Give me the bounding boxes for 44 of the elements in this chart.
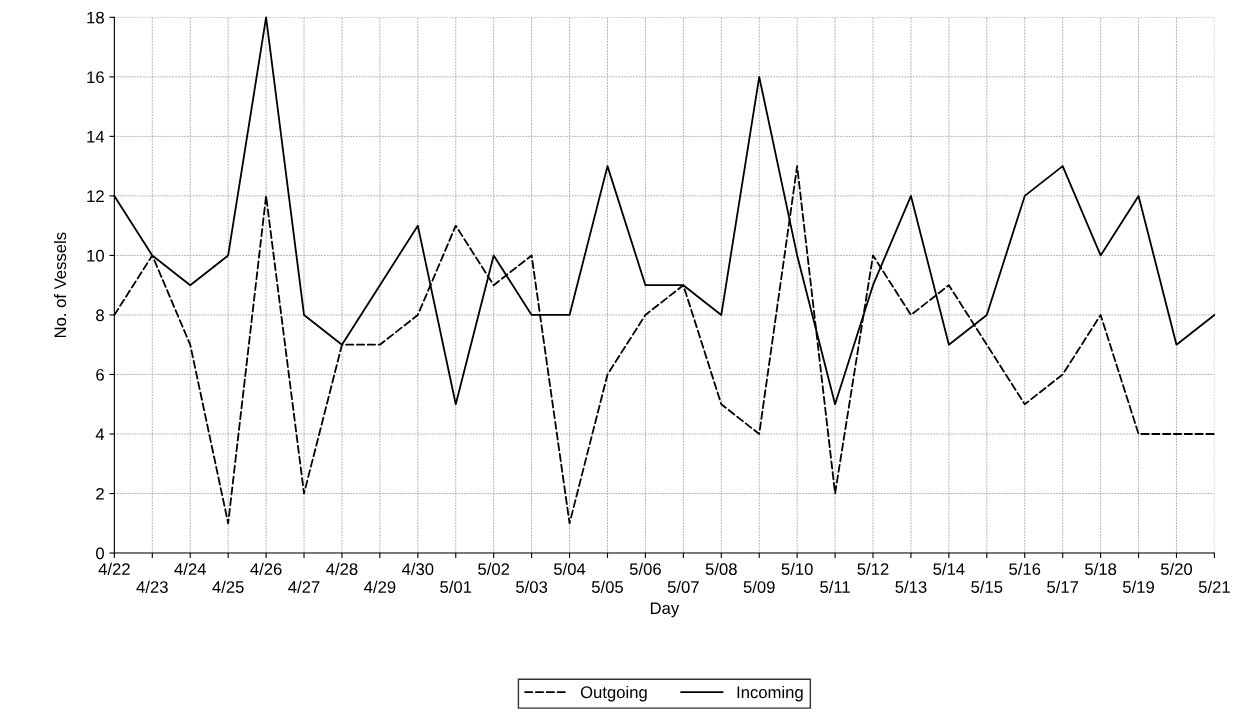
x-tick-label: 4/28 [326, 562, 358, 576]
x-tick-label: 4/22 [98, 562, 130, 576]
x-tick-label: 4/24 [174, 562, 206, 576]
x-tick-label: 5/20 [1160, 562, 1193, 576]
y-tick-label: 8 [96, 309, 104, 322]
x-tick-label: 5/21 [1198, 580, 1230, 593]
x-tick-label: 5/11 [820, 580, 850, 593]
x-tick-label: 4/27 [288, 580, 320, 593]
x-tick-label: 4/29 [364, 580, 396, 593]
x-tick-label: 4/23 [136, 580, 168, 593]
x-axis-title: Day [650, 602, 680, 618]
x-tick-label: 5/16 [1009, 562, 1041, 576]
x-tick-label: 5/14 [933, 562, 965, 576]
x-tick-label: 5/12 [857, 562, 889, 576]
y-tick-label: 6 [96, 368, 104, 381]
y-tick-label: 18 [87, 11, 104, 24]
x-tick-label: 4/26 [250, 562, 282, 576]
x-tick-label: 5/01 [440, 580, 472, 593]
legend-label: Incoming [737, 685, 803, 702]
y-axis-title: No. of Vessels [53, 232, 67, 338]
x-tick-label: 4/25 [212, 580, 244, 593]
x-tick-label: 5/13 [895, 580, 927, 593]
y-tick-label: 12 [87, 190, 104, 202]
x-tick-label: 5/17 [1047, 580, 1079, 593]
y-tick-label: 4 [95, 428, 105, 441]
y-tick-label: 10 [87, 249, 104, 262]
x-tick-label: 5/08 [705, 562, 737, 576]
x-tick-label: 5/19 [1122, 580, 1154, 593]
x-tick-label: 5/04 [554, 562, 586, 576]
x-tick-label: 5/15 [971, 580, 1003, 593]
y-tick-label: 16 [87, 71, 104, 84]
x-tick-label: 5/05 [591, 580, 624, 593]
x-tick-label: 5/18 [1085, 562, 1117, 576]
x-tick-label: 5/02 [478, 562, 510, 576]
x-tick-label: 5/07 [667, 580, 699, 593]
x-tick-label: 5/09 [743, 580, 775, 593]
x-tick-label: 5/06 [629, 562, 661, 576]
x-tick-label: 5/10 [781, 562, 813, 576]
x-tick-label: 4/30 [401, 562, 434, 576]
y-tick-label: 2 [96, 487, 104, 500]
y-tick-label: 14 [87, 130, 105, 143]
y-tick-label: 0 [96, 547, 104, 560]
x-tick-label: 5/03 [516, 580, 548, 593]
legend-label: Outgoing [580, 685, 647, 702]
